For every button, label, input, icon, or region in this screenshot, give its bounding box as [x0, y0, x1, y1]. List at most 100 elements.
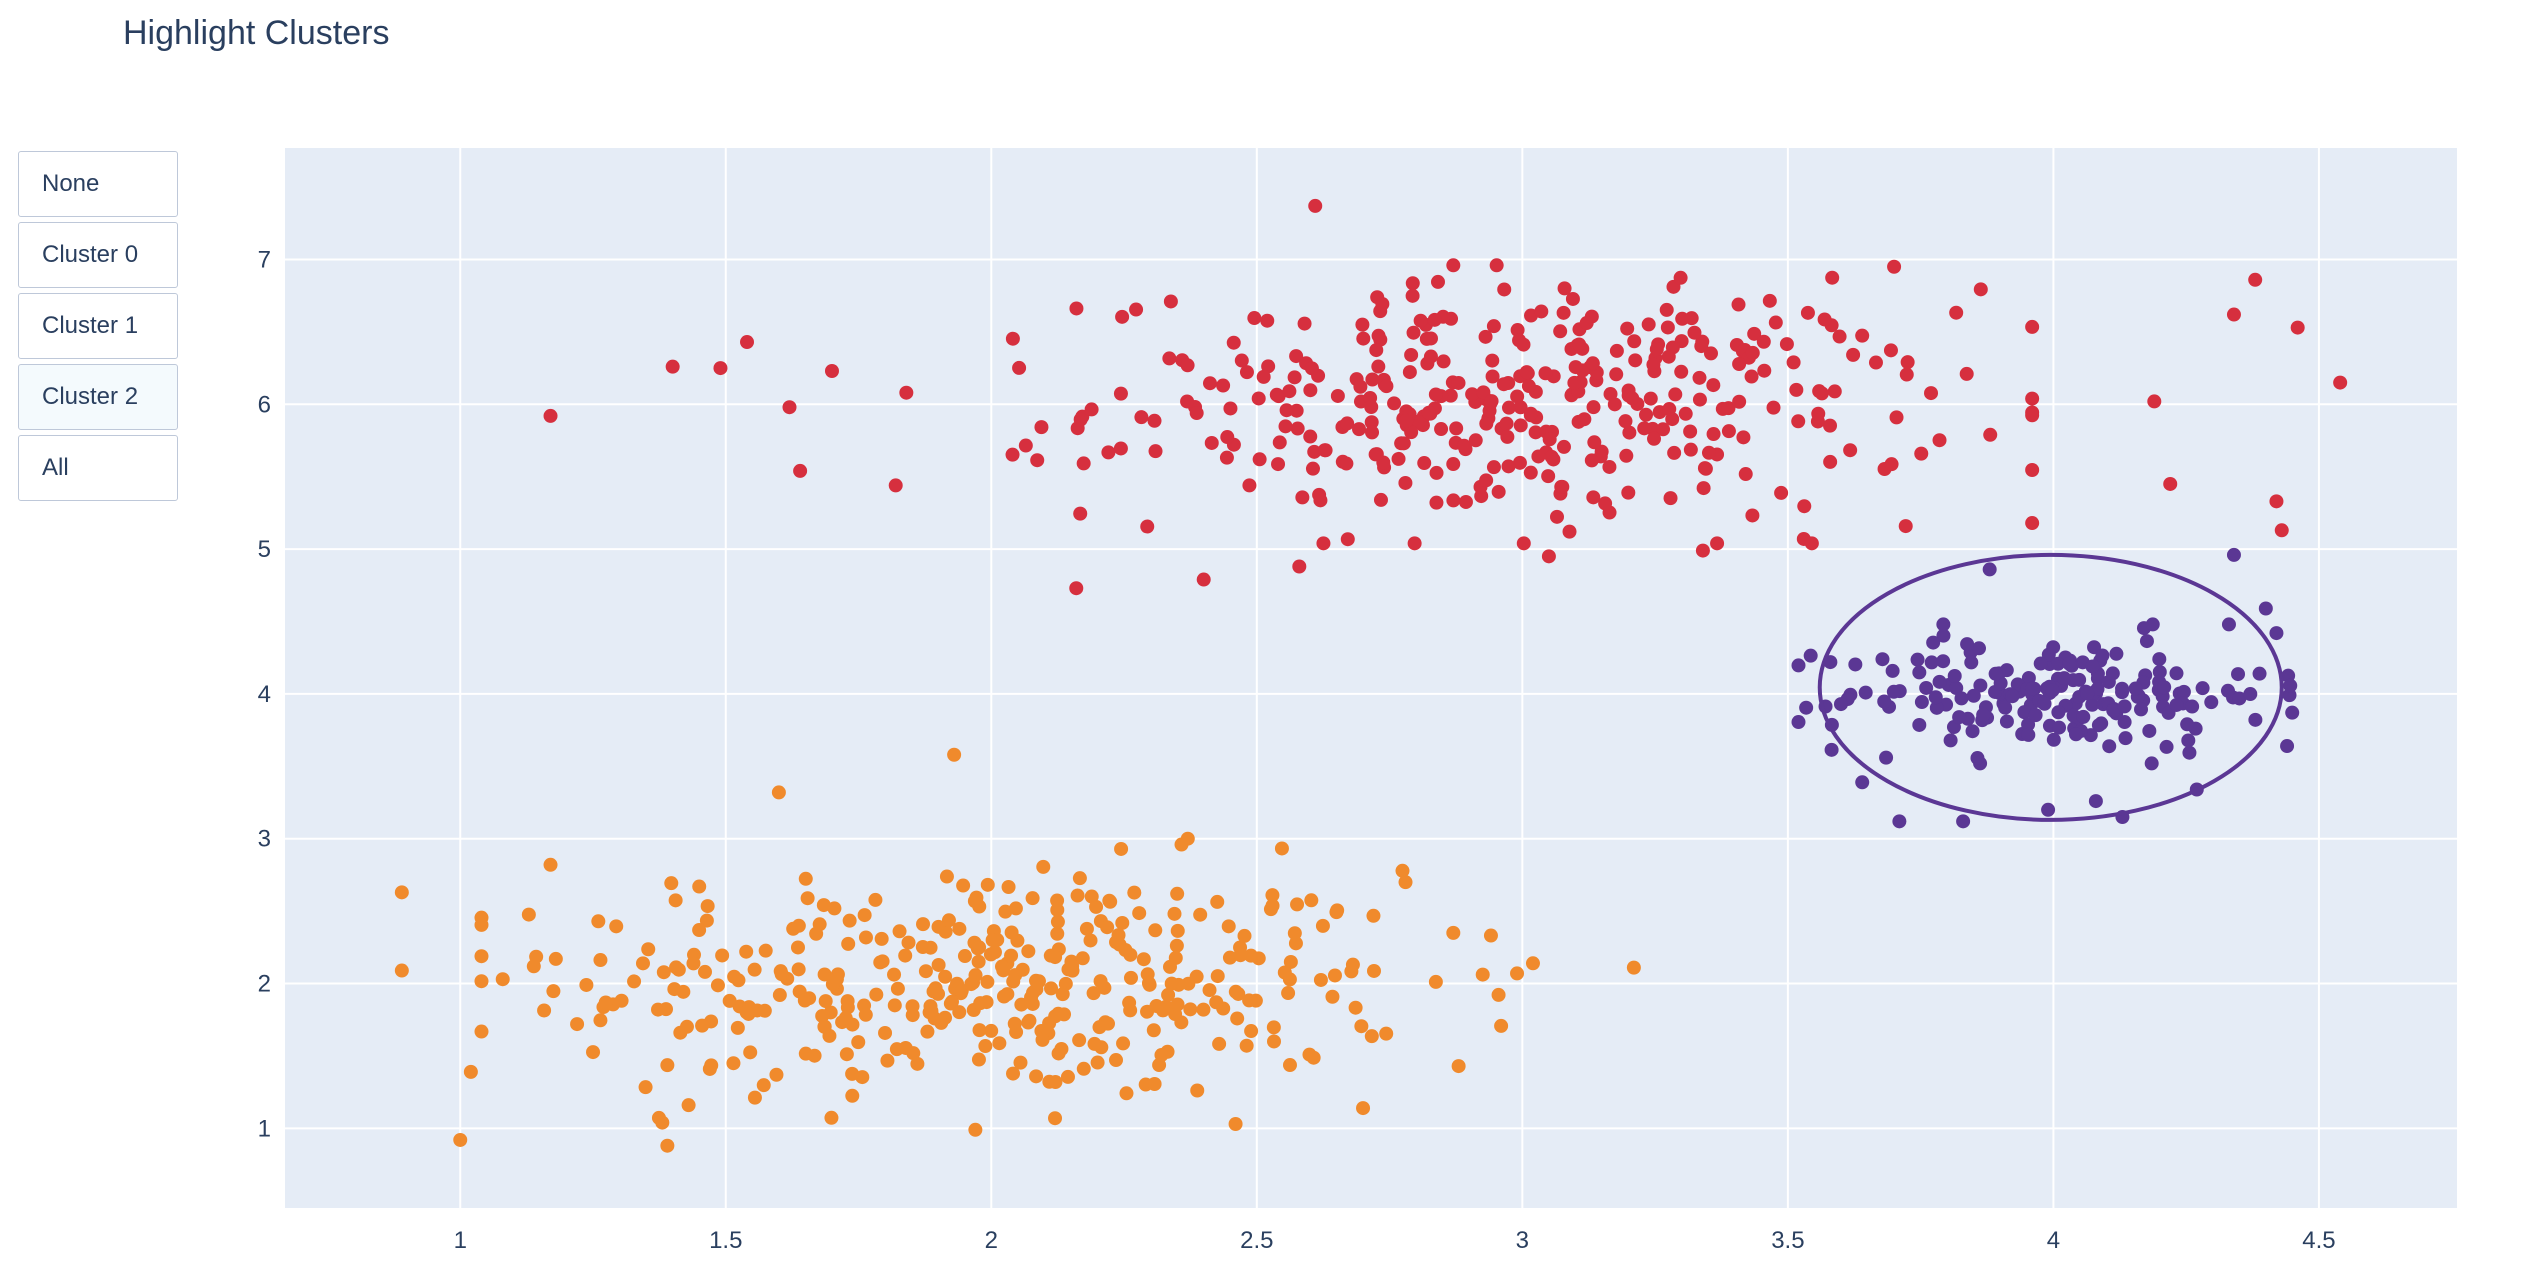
data-point: [2226, 547, 2241, 562]
data-point: [1174, 1015, 1189, 1030]
data-point: [915, 939, 930, 954]
data-point: [868, 892, 883, 907]
data-point: [1252, 452, 1267, 467]
data-point: [2052, 720, 2067, 735]
data-point: [1446, 493, 1461, 508]
data-point: [1919, 680, 1934, 695]
data-point: [1369, 343, 1384, 358]
data-point: [941, 913, 956, 928]
data-point: [1079, 921, 1094, 936]
data-point: [1796, 531, 1811, 546]
data-point: [1568, 360, 1583, 375]
data-point: [1405, 288, 1420, 303]
data-point: [1364, 399, 1379, 414]
data-point: [1855, 328, 1870, 343]
data-point: [887, 967, 902, 982]
data-point: [2102, 739, 2117, 754]
button-none[interactable]: None: [18, 151, 178, 217]
data-point: [769, 1067, 784, 1082]
data-point: [892, 924, 907, 939]
data-point: [710, 978, 725, 993]
data-point: [1072, 1033, 1087, 1048]
data-point: [887, 998, 902, 1013]
data-point: [1356, 331, 1371, 346]
data-point: [839, 1047, 854, 1062]
data-point: [1042, 1016, 1057, 1031]
data-point: [1607, 397, 1622, 412]
data-point: [2115, 685, 2130, 700]
data-point: [1833, 697, 1848, 712]
button-cluster-0[interactable]: Cluster 0: [18, 222, 178, 288]
data-point: [1295, 490, 1310, 505]
data-point: [1014, 997, 1029, 1012]
data-point: [1541, 549, 1556, 564]
data-point: [1512, 455, 1527, 470]
data-point: [817, 967, 832, 982]
data-point: [2025, 462, 2040, 477]
data-point: [1936, 628, 1951, 643]
data-point: [878, 1025, 893, 1040]
data-point: [2128, 681, 2143, 696]
data-point: [1926, 635, 1941, 650]
data-point: [1970, 751, 1985, 766]
data-point: [1116, 1036, 1131, 1051]
data-point: [1073, 412, 1088, 427]
data-point: [1516, 536, 1531, 551]
data-point: [2021, 670, 2036, 685]
data-point: [1745, 345, 1760, 360]
data-point: [1910, 652, 1925, 667]
data-point: [1484, 394, 1499, 409]
data-point: [726, 1056, 741, 1071]
data-point: [1668, 387, 1683, 402]
data-point: [2045, 683, 2060, 698]
data-point: [686, 956, 701, 971]
data-point: [2142, 723, 2157, 738]
data-point: [1371, 359, 1386, 374]
data-point: [1914, 695, 1929, 710]
data-point: [1344, 964, 1359, 979]
data-point: [1318, 443, 1333, 458]
data-point: [931, 919, 946, 934]
data-point: [2232, 691, 2247, 706]
button-cluster-1[interactable]: Cluster 1: [18, 293, 178, 359]
data-point: [1932, 433, 1947, 448]
data-point: [1031, 974, 1046, 989]
data-point: [1015, 962, 1030, 977]
data-point: [1446, 457, 1461, 472]
data-point: [1900, 355, 1915, 370]
data-point: [1436, 354, 1451, 369]
data-point: [1800, 305, 1815, 320]
data-point: [681, 1098, 696, 1113]
data-point: [1824, 742, 1839, 757]
data-point: [1678, 406, 1693, 421]
data-point: [2062, 656, 2077, 671]
x-tick-label: 4.5: [2302, 1227, 2335, 1254]
data-point: [665, 359, 680, 374]
data-point: [1929, 700, 1944, 715]
data-point: [818, 994, 833, 1009]
data-point: [1339, 456, 1354, 471]
data-point: [1812, 384, 1827, 399]
data-point: [1683, 424, 1698, 439]
data-point: [2221, 617, 2236, 632]
data-point: [1169, 938, 1184, 953]
data-point: [1365, 425, 1380, 440]
x-tick-label: 1: [454, 1227, 467, 1254]
data-point: [1356, 1101, 1371, 1116]
data-point: [1304, 361, 1319, 376]
data-point: [1035, 1032, 1050, 1047]
data-point: [1586, 400, 1601, 415]
data-point: [627, 974, 642, 989]
button-cluster-2[interactable]: Cluster 2: [18, 364, 178, 430]
data-point: [2025, 516, 2040, 531]
data-point: [1013, 1055, 1028, 1070]
data-point: [394, 885, 409, 900]
data-point: [1912, 665, 1927, 680]
data-point: [1354, 1019, 1369, 1034]
data-point: [2025, 408, 2040, 423]
data-point: [1976, 707, 1991, 722]
series-1: [543, 198, 2348, 596]
data-point: [1140, 519, 1155, 534]
button-all[interactable]: All: [18, 435, 178, 501]
data-point: [2204, 695, 2219, 710]
